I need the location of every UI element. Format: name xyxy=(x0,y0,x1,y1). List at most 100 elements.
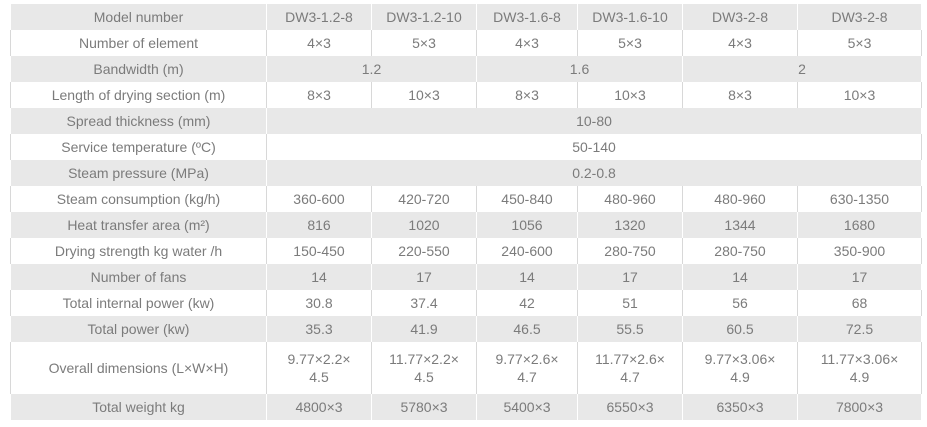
spec-value-cell: 1056 xyxy=(477,212,578,238)
spec-value-cell: 55.5 xyxy=(578,316,683,342)
spec-value-cell: 6350×3 xyxy=(683,394,798,420)
column-header: DW3-1.2-8 xyxy=(267,4,372,30)
row-label: Model number xyxy=(10,4,267,30)
spec-value-cell: 8×3 xyxy=(477,82,578,108)
spec-value-cell: 10×3 xyxy=(372,82,477,108)
table-row-drying-strength-kg-water-h: Drying strength kg water /h 150-450 220-55… xyxy=(10,238,922,264)
row-label: Number of element xyxy=(10,30,267,56)
spec-value-cell: 8×3 xyxy=(267,82,372,108)
spec-value-cell: 10×3 xyxy=(578,82,683,108)
spec-value-cell: 1.6 xyxy=(477,56,683,82)
spec-value-cell: 1320 xyxy=(578,212,683,238)
spec-value-cell: 9.77×2.2× 4.5 xyxy=(267,342,372,394)
spec-value-cell: 46.5 xyxy=(477,316,578,342)
spec-value-cell: 1344 xyxy=(683,212,798,238)
spec-value-cell: 240-600 xyxy=(477,238,578,264)
table-row-total-internal-power-kw: Total internal power (kw) 30.8 37.4 42 51 56 6… xyxy=(10,290,922,316)
row-label: Heat transfer area (m²) xyxy=(10,212,267,238)
spec-value-cell: 6550×3 xyxy=(578,394,683,420)
table-row-length-of-drying-section-m: Length of drying section (m) 8×3 10×3 8×3 10… xyxy=(10,82,922,108)
spec-value-cell: 5×3 xyxy=(798,30,922,56)
row-label: Total weight kg xyxy=(10,394,267,420)
spec-value-cell: 4×3 xyxy=(683,30,798,56)
spec-value-cell: 280-750 xyxy=(578,238,683,264)
spec-value-cell: 4×3 xyxy=(267,30,372,56)
spec-value-cell: 630-1350 xyxy=(798,186,922,212)
table-row-total-weight-kg: Total weight kg 4800×3 5780×3 5400×3 6550×3 6… xyxy=(10,394,922,420)
spec-value-cell: 9.77×2.6× 4.7 xyxy=(477,342,578,394)
table-row-spread-thickness-mm: Spread thickness (mm) 10-80 xyxy=(10,108,922,134)
spec-value-cell: 11.77×2.6× 4.7 xyxy=(578,342,683,394)
spec-value-cell: 56 xyxy=(683,290,798,316)
row-label: Service temperature (ºC) xyxy=(10,134,267,160)
spec-value-cell: 1020 xyxy=(372,212,477,238)
column-header: DW3-1.2-10 xyxy=(372,4,477,30)
table-row-number-of-fans: Number of fans 14 17 14 17 14 17 xyxy=(10,264,922,290)
spec-table: Model number DW3-1.2-8 DW3-1.2-10 DW3-1.6-8… xyxy=(10,4,922,420)
spec-value-cell: 41.9 xyxy=(372,316,477,342)
row-label: Length of drying section (m) xyxy=(10,82,267,108)
spec-value-cell: 11.77×3.06× 4.9 xyxy=(798,342,922,394)
spec-value-cell: 150-450 xyxy=(267,238,372,264)
spec-value-cell: 360-600 xyxy=(267,186,372,212)
spec-value-cell: 280-750 xyxy=(683,238,798,264)
table-row-heat-transfer-area-m: Heat transfer area (m²) 816 1020 1056 1320 13… xyxy=(10,212,922,238)
spec-value-cell: 350-900 xyxy=(798,238,922,264)
spec-value-cell: 50-140 xyxy=(267,134,922,160)
spec-value-cell: 2 xyxy=(683,56,922,82)
table-row-overall-dimensions-l-w-h: Overall dimensions (L×W×H) 9.77×2.2× 4.5 1… xyxy=(10,342,922,394)
table-row-model-number: Model number DW3-1.2-8 DW3-1.2-10 DW3-1.6-8… xyxy=(10,4,922,30)
spec-value-cell: 30.8 xyxy=(267,290,372,316)
spec-value-cell: 5×3 xyxy=(372,30,477,56)
spec-value-cell: 480-960 xyxy=(578,186,683,212)
row-label: Total internal power (kw) xyxy=(10,290,267,316)
row-label: Spread thickness (mm) xyxy=(10,108,267,134)
spec-value-cell: 60.5 xyxy=(683,316,798,342)
row-label: Bandwidth (m) xyxy=(10,56,267,82)
column-header: DW3-1.6-10 xyxy=(578,4,683,30)
spec-value-cell: 35.3 xyxy=(267,316,372,342)
spec-value-cell: 11.77×2.2× 4.5 xyxy=(372,342,477,394)
spec-value-cell: 17 xyxy=(798,264,922,290)
row-label: Total power (kw) xyxy=(10,316,267,342)
spec-value-cell: 420-720 xyxy=(372,186,477,212)
spec-value-cell: 51 xyxy=(578,290,683,316)
spec-value-cell: 1680 xyxy=(798,212,922,238)
spec-value-cell: 17 xyxy=(372,264,477,290)
spec-value-cell: 220-550 xyxy=(372,238,477,264)
spec-value-cell: 14 xyxy=(267,264,372,290)
spec-value-cell: 5×3 xyxy=(578,30,683,56)
table-row-bandwidth-m: Bandwidth (m) 1.2 1.6 2 xyxy=(10,56,922,82)
spec-value-cell: 4800×3 xyxy=(267,394,372,420)
spec-value-cell: 14 xyxy=(683,264,798,290)
spec-value-cell: 72.5 xyxy=(798,316,922,342)
column-header: DW3-2-8 xyxy=(683,4,798,30)
table-row-total-power-kw: Total power (kw) 35.3 41.9 46.5 55.5 60.5 72.5 xyxy=(10,316,922,342)
table-row-steam-pressure-mpa: Steam pressure (MPa) 0.2-0.8 xyxy=(10,160,922,186)
spec-value-cell: 5780×3 xyxy=(372,394,477,420)
spec-value-cell: 37.4 xyxy=(372,290,477,316)
spec-value-cell: 7800×3 xyxy=(798,394,922,420)
spec-value-cell: 42 xyxy=(477,290,578,316)
row-label: Number of fans xyxy=(10,264,267,290)
column-header: DW3-1.6-8 xyxy=(477,4,578,30)
spec-value-cell: 17 xyxy=(578,264,683,290)
table-row-service-temperature-c: Service temperature (ºC) 50-140 xyxy=(10,134,922,160)
row-label: Drying strength kg water /h xyxy=(10,238,267,264)
column-header: DW3-2-8 xyxy=(798,4,922,30)
spec-value-cell: 0.2-0.8 xyxy=(267,160,922,186)
spec-value-cell: 10×3 xyxy=(798,82,922,108)
spec-value-cell: 14 xyxy=(477,264,578,290)
spec-value-cell: 816 xyxy=(267,212,372,238)
spec-value-cell: 4×3 xyxy=(477,30,578,56)
row-label: Steam pressure (MPa) xyxy=(10,160,267,186)
table-row-number-of-element: Number of element 4×3 5×3 4×3 5×3 4×3 5×3 xyxy=(10,30,922,56)
spec-value-cell: 10-80 xyxy=(267,108,922,134)
spec-value-cell: 480-960 xyxy=(683,186,798,212)
row-label: Steam consumption (kg/h) xyxy=(10,186,267,212)
table-row-steam-consumption-kg-h: Steam consumption (kg/h) 360-600 420-720 45… xyxy=(10,186,922,212)
spec-value-cell: 1.2 xyxy=(267,56,477,82)
spec-value-cell: 9.77×3.06× 4.9 xyxy=(683,342,798,394)
spec-value-cell: 68 xyxy=(798,290,922,316)
